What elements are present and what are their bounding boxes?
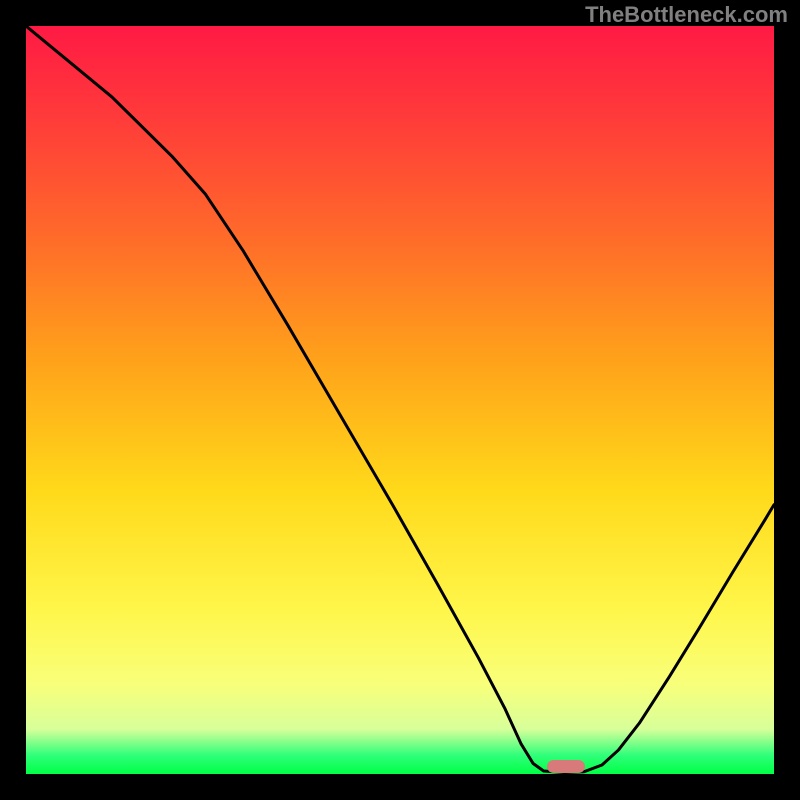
watermark-text: TheBottleneck.com bbox=[585, 2, 788, 28]
chart-frame: TheBottleneck.com bbox=[0, 0, 800, 800]
plot-area bbox=[26, 26, 774, 774]
bottleneck-curve bbox=[26, 26, 774, 774]
optimal-point-marker bbox=[547, 760, 586, 773]
